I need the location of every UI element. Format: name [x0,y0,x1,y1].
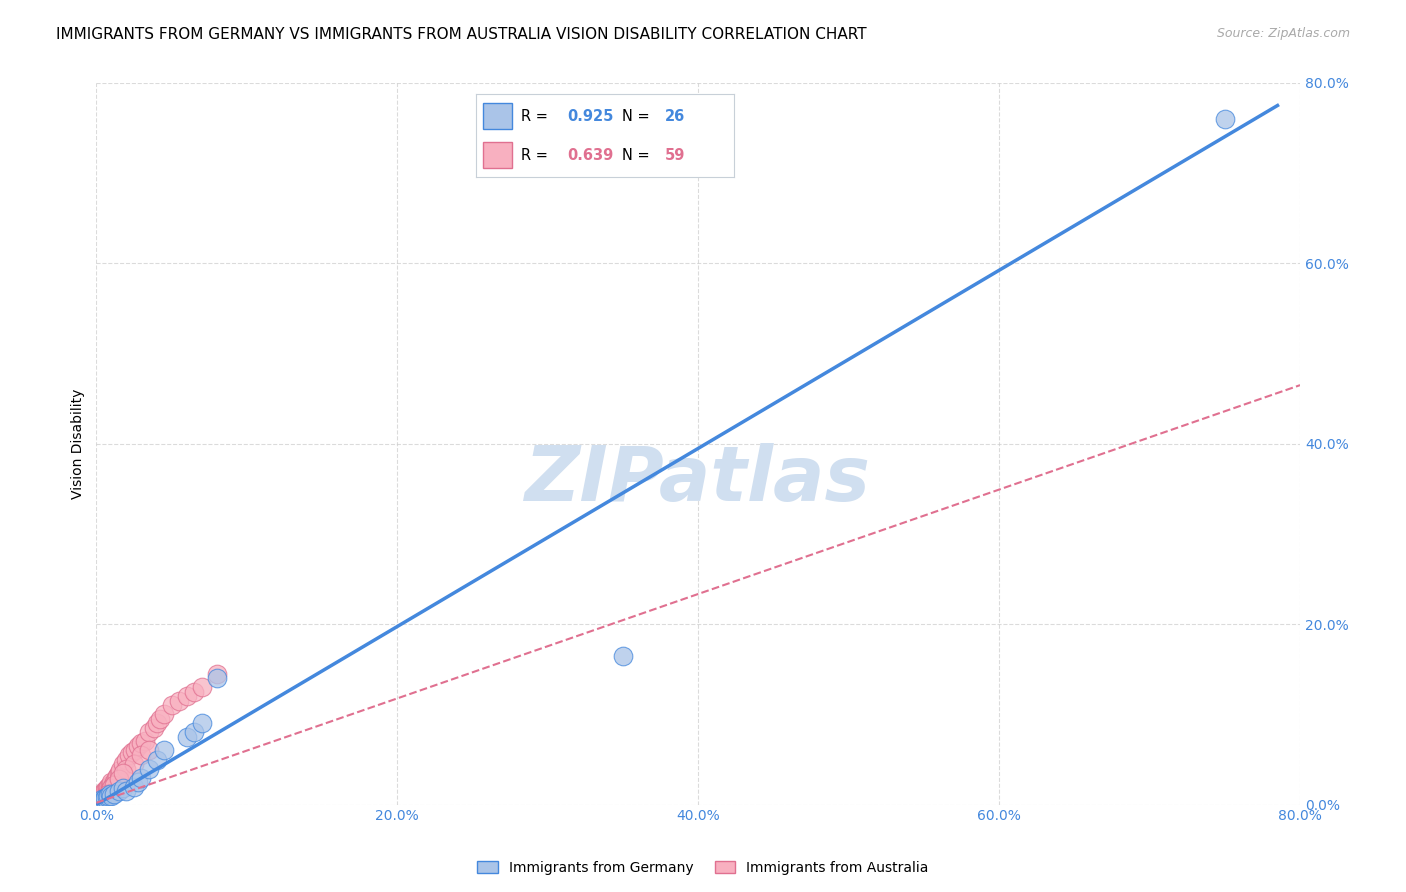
Point [115,752,138,766]
Point [98,781,121,796]
Point [176,690,198,704]
Point [97,787,120,801]
Point [89,792,111,806]
Point [145,752,167,766]
Point [112,766,135,780]
Point [107,769,129,783]
Point [90,790,112,805]
Point [93,784,115,798]
Point [138,762,160,776]
Point [93,789,115,803]
Point [121,745,143,759]
Point [94,784,117,798]
Point [91,790,114,805]
Point [122,757,145,772]
Point [112,757,135,772]
Point [103,775,125,789]
Point [87,796,110,810]
Legend: Immigrants from Germany, Immigrants from Australia: Immigrants from Germany, Immigrants from… [471,855,935,880]
Point [205,671,228,685]
Point [148,712,170,726]
Point [124,743,146,757]
Text: IMMIGRANTS FROM GERMANY VS IMMIGRANTS FROM AUSTRALIA VISION DISABILITY CORRELATI: IMMIGRANTS FROM GERMANY VS IMMIGRANTS FR… [56,27,868,42]
Point [101,778,124,792]
Point [127,739,149,753]
Text: Source: ZipAtlas.com: Source: ZipAtlas.com [1216,27,1350,40]
Point [98,778,121,792]
Point [108,766,131,780]
Point [131,736,153,750]
Point [100,789,122,803]
Point [91,789,114,803]
Point [91,787,114,801]
Point [127,775,149,789]
Point [90,792,112,806]
Point [97,780,120,794]
Point [98,787,121,801]
Point [612,648,634,663]
Point [131,771,153,785]
Point [93,787,115,801]
Point [110,764,132,778]
Point [97,789,120,803]
Point [122,780,145,794]
Point [190,716,212,731]
Point [145,716,167,731]
Point [138,743,160,757]
Point [96,781,118,796]
Point [97,784,120,798]
Point [205,666,228,681]
Point [89,795,111,809]
Point [96,784,118,798]
Point [104,771,127,785]
Point [87,795,110,809]
Point [103,778,125,792]
Point [108,772,131,787]
Point [131,747,153,762]
Point [138,725,160,739]
Point [100,780,122,794]
Point [118,747,141,762]
Point [90,794,112,808]
Point [103,787,125,801]
Y-axis label: Vision Disability: Vision Disability [72,389,86,499]
Point [160,698,183,713]
Point [115,762,138,776]
Point [100,781,122,796]
Point [153,707,176,722]
Point [89,793,111,807]
Point [89,790,111,805]
Point [183,725,205,739]
Point [112,781,135,796]
Point [93,792,115,806]
Point [190,681,212,695]
Point [1213,112,1236,126]
Point [87,793,110,807]
Point [153,743,176,757]
Point [108,784,131,798]
Point [91,792,114,806]
Point [94,791,117,805]
Point [142,721,165,735]
Point [100,775,122,789]
Point [90,789,112,803]
Point [176,730,198,744]
Point [96,790,118,805]
Point [87,794,110,808]
Point [183,685,205,699]
Point [115,784,138,798]
Point [167,694,190,708]
Point [134,734,156,748]
Text: ZIPatlas: ZIPatlas [526,442,872,516]
Point [94,787,117,801]
